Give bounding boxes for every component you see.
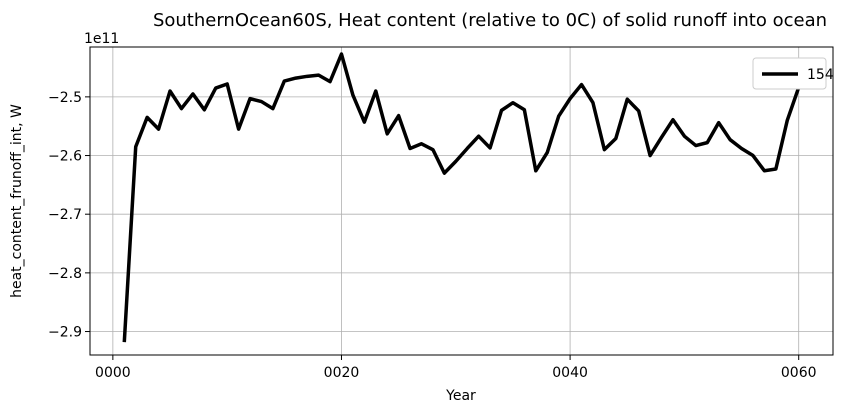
x-axis-ticks: 0000 0020 0040 0060: [95, 355, 817, 381]
y-axis-ticks: −2.9 −2.8 −2.7 −2.6 −2.5: [48, 90, 90, 341]
x-tick-label: 0040: [552, 365, 588, 381]
grid: [90, 47, 833, 355]
x-tick-label: 0000: [95, 365, 131, 381]
x-tick-label: 0020: [324, 365, 360, 381]
x-tick-label: 0060: [781, 365, 817, 381]
legend-entry-label: 154: [807, 67, 834, 83]
series-line: [122, 52, 801, 343]
series-layer: [122, 52, 801, 343]
x-axis-label: Year: [445, 388, 476, 404]
legend: 154: [752, 57, 834, 90]
y-axis-label: heat_content_frunoff_int, W: [9, 104, 25, 298]
chart-title: SouthernOcean60S, Heat content (relative…: [153, 10, 827, 31]
plot-frame: [89, 46, 834, 356]
y-tick-label: −2.8: [48, 266, 82, 282]
y-tick-label: −2.6: [48, 149, 82, 165]
y-tick-label: −2.7: [48, 207, 82, 223]
y-tick-label: −2.9: [48, 325, 82, 341]
y-offset-label: 1e11: [84, 31, 119, 47]
y-tick-label: −2.5: [48, 90, 82, 106]
